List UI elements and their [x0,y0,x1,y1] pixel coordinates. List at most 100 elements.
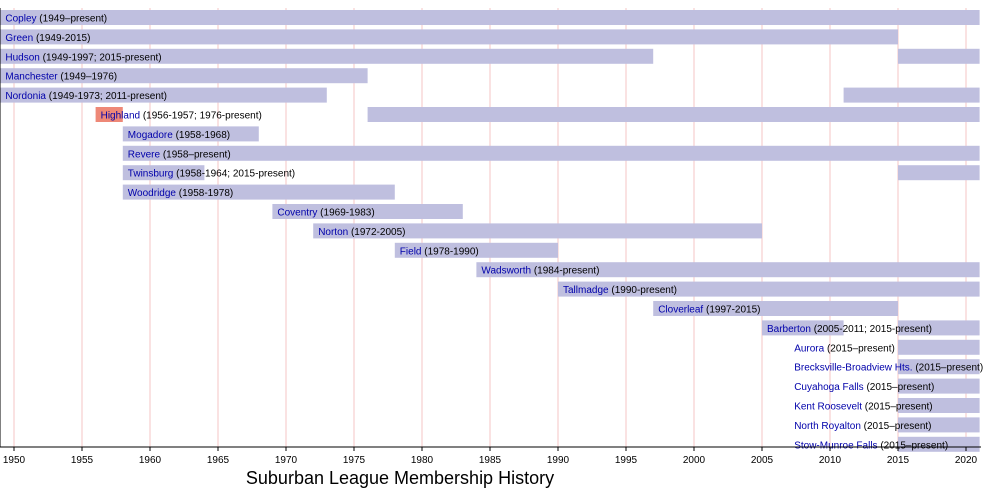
bar-label-barberton: Barberton (2005-2011; 2015-present) [767,324,932,335]
bar-label-years: (1958-1968) [173,130,230,141]
bar-label-years: (2015–present) [862,402,933,413]
bar-label-name: Kent Roosevelt [794,402,862,413]
bar-label-name: Norton [318,227,348,238]
bar-nordonia-1 [0,87,327,103]
bar-hudson-2 [898,48,980,64]
bar-label-years: (1972-2005) [348,227,405,238]
bar-label-twinsburg: Twinsburg (1958-1964; 2015-present) [128,169,295,180]
bar-label-name: Cuyahoga Falls [794,382,863,393]
bar-field-1 [394,242,558,258]
bar-brecksville-broadview-hts-1 [898,359,980,375]
bar-label-name: Twinsburg [128,169,174,180]
bar-label-years: (1958–present) [160,149,231,160]
bar-highland-2 [367,107,980,122]
bar-green-1 [0,29,898,45]
bar-copley-1 [0,10,980,25]
bar-coventry-1 [272,204,463,219]
bar-manchester-1 [0,68,368,84]
bar-label-years: (1997-2015) [703,305,760,316]
x-tick-label-1970: 1970 [275,455,298,466]
bar-hudson-1 [0,48,654,64]
x-tick-label-1980: 1980 [411,455,434,466]
bar-label-cloverleaf: Cloverleaf (1997-2015) [658,305,760,316]
bar-label-name: Manchester [5,72,58,83]
bar-label-kent-roosevelt: Kent Roosevelt (2015–present) [794,402,932,413]
bar-label-name: Stow-Munroe Falls [794,440,877,451]
bar-label-mogadore: Mogadore (1958-1968) [128,130,230,141]
bar-label-years: (2005-2011; 2015-present) [811,324,932,335]
bar-label-nordonia: Nordonia (1949-1973; 2011-present) [5,91,167,102]
bar-label-norton: Norton (1972-2005) [318,227,405,238]
bar-label-copley: Copley (1949–present) [5,14,107,25]
bar-label-years: (1949-2015) [33,33,90,44]
bar-label-name: Aurora [794,343,824,354]
bar-label-aurora: Aurora (2015–present) [794,343,895,354]
bar-barberton-1 [762,320,844,336]
bar-wadsworth-1 [476,262,980,278]
bar-aurora-1 [898,339,980,355]
bar-label-name: Mogadore [128,130,173,141]
bar-label-years: (1956-1957; 1976-present) [140,111,262,122]
bar-label-years: (1969-1983) [317,208,374,219]
bar-label-hudson: Hudson (1949-1997; 2015-present) [5,52,161,63]
bar-label-years: (2015–present) [864,382,935,393]
bar-label-years: (1958-1978) [176,188,233,199]
bar-label-name: Green [5,33,33,44]
bar-label-wadsworth: Wadsworth (1984-present) [481,266,599,277]
x-tick-label-1990: 1990 [547,455,570,466]
bar-label-years: (2015–present) [861,421,932,432]
bar-cuyahoga-falls-1 [898,378,980,394]
bar-label-years: (2015–present) [824,343,895,354]
bar-label-name: Coventry [277,208,317,219]
bar-label-years: (1949–1976) [58,72,118,83]
bar-revere-1 [122,145,980,161]
bar-label-years: (2015–present) [878,440,949,451]
bar-label-coventry: Coventry (1969-1983) [277,208,374,219]
x-axis: 1950 1955 1960 1965 1970 1975 1980 1985 1990 1995… [0,8,981,466]
bar-label-green: Green (1949-2015) [5,33,90,44]
bar-label-name: Hudson [5,52,39,63]
bar-label-name: Copley [5,14,36,25]
bar-label-cuyahoga-falls: Cuyahoga Falls (2015–present) [794,382,934,393]
bar-label-name: Revere [128,149,161,160]
bar-label-name: Tallmadge [563,285,609,296]
bar-label-woodridge: Woodridge (1958-1978) [128,188,233,199]
bar-label-north-royalton: North Royalton (2015–present) [794,421,931,432]
bar-label-name: Barberton [767,324,811,335]
bar-label-stow-munroe-falls: Stow-Munroe Falls (2015–present) [794,440,948,451]
bar-nordonia-2 [843,87,980,103]
bars [0,10,980,452]
x-tick-label-1950: 1950 [3,455,26,466]
bar-mogadore-1 [122,126,259,142]
x-tick-label-2020: 2020 [955,455,978,466]
x-tick-label-1995: 1995 [615,455,638,466]
x-tick-label-1955: 1955 [71,455,94,466]
bar-label-name: Highland [101,111,140,122]
bar-norton-1 [313,223,762,239]
x-tick-label-2000: 2000 [683,455,706,466]
bar-label-name: Brecksville-Broadview Hts. [794,363,912,374]
bar-label-tallmadge: Tallmadge (1990-present) [563,285,677,296]
bar-label-years: (2015–present) [913,363,984,374]
x-tick-label-1960: 1960 [139,455,162,466]
bar-label-name: Field [400,246,422,257]
bar-label-years: (1949-1997; 2015-present) [40,52,162,63]
bar-label-field: Field (1978-1990) [400,246,479,257]
bar-twinsburg-2 [898,165,980,181]
bar-label-years: (1990-present) [609,285,677,296]
bar-highland-1 [95,107,123,122]
bar-label-years: (1949–present) [37,14,108,25]
chart-title: Suburban League Membership History [246,468,554,488]
x-tick-label-2010: 2010 [819,455,842,466]
bar-woodridge-1 [122,184,395,200]
bar-stow-munroe-falls-1 [898,436,980,452]
bar-label-years: (1949-1973; 2011-present) [46,91,167,102]
x-tick-label-2005: 2005 [751,455,774,466]
bar-label-brecksville-broadview-hts: Brecksville-Broadview Hts. (2015–present… [794,363,983,374]
x-tick-label-1985: 1985 [479,455,502,466]
bar-label-revere: Revere (1958–present) [128,149,231,160]
x-tick-label-1975: 1975 [343,455,366,466]
bar-label-years: (1958-1964; 2015-present) [173,169,295,180]
bar-cloverleaf-1 [653,301,898,316]
